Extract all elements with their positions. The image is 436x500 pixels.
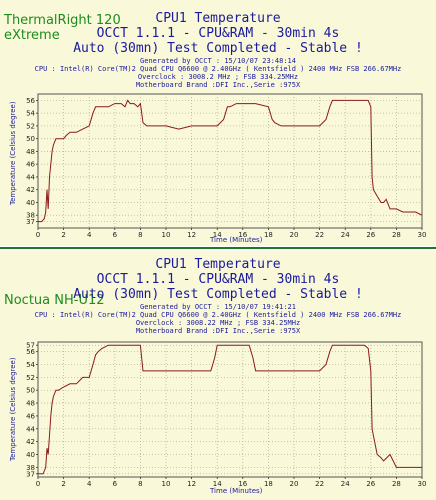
x-tick-label: 18	[264, 480, 273, 488]
cooler-label-line: ThermalRight 120	[4, 13, 121, 28]
meta-cpu: CPU : Intel(R) Core(TM)2 Quad CPU Q6600 …	[34, 311, 402, 319]
x-tick-label: 8	[138, 480, 142, 488]
separator-line	[0, 247, 436, 249]
x-tick-label: 22	[315, 480, 324, 488]
y-tick-label: 44	[26, 173, 35, 181]
chart-title: CPU1 Temperature	[155, 11, 281, 26]
x-tick-label: 12	[187, 480, 196, 488]
chart-svg-1: 0 2 4 6 8 10 12 14 16 18 20 22 24 26 28 303738404244464…	[26, 93, 427, 239]
cooler-label-1: ThermalRight 120 eXtreme	[4, 13, 121, 43]
y-tick-label: 46	[26, 161, 35, 169]
x-tick-label: 2	[61, 480, 65, 488]
x-tick-label: 0	[36, 231, 40, 239]
cooler-label-line: eXtreme	[4, 28, 60, 43]
plot-area	[37, 93, 423, 229]
x-tick-label: 18	[264, 231, 273, 239]
x-tick-label: 30	[418, 480, 427, 488]
meta-motherboard: Motherboard Brand :DFI Inc.,Serie :975X	[135, 327, 301, 335]
plot-area	[37, 341, 423, 478]
meta-overclock: Overclock : 3008.2 MHz ; FSB 334.25MHz	[137, 73, 299, 81]
x-tick-label: 20	[290, 480, 299, 488]
x-tick-label: 28	[392, 231, 401, 239]
y-tick-label: 50	[26, 135, 35, 143]
x-tick-label: 14	[213, 480, 222, 488]
x-tick-label: 26	[366, 231, 375, 239]
x-tick-label: 10	[162, 231, 171, 239]
x-tick-label: 16	[238, 480, 247, 488]
chart-subtitle-line-1: OCCT 1.1.1 - CPU&RAM - 30min 4s	[96, 26, 340, 41]
meta-generated: Generated by OCCT : 15/10/07 23:48:14	[140, 57, 296, 65]
y-tick-label: 52	[26, 374, 35, 382]
x-tick-label: 22	[315, 231, 324, 239]
x-tick-label: 12	[187, 231, 196, 239]
x-axis-label: Time (Minutes)	[210, 487, 263, 495]
y-tick-label: 48	[26, 400, 35, 408]
y-tick-label: 56	[26, 97, 35, 105]
x-tick-label: 24	[341, 231, 350, 239]
series-line	[38, 344, 422, 475]
chart-panel-2: Noctua NH-U12 CPU1 Temperature OCCT 1.1.…	[0, 251, 436, 500]
chart-panel-1: ThermalRight 120 eXtreme CPU1 Temperatur…	[0, 0, 436, 246]
y-tick-label: 37	[26, 218, 35, 226]
x-tick-label: 20	[290, 231, 299, 239]
cooler-label-line: Noctua NH-U12	[4, 293, 105, 308]
x-tick-label: 26	[366, 480, 375, 488]
x-tick-label: 8	[138, 231, 142, 239]
x-tick-label: 6	[113, 480, 118, 488]
x-tick-label: 28	[392, 480, 401, 488]
x-tick-label: 16	[238, 231, 247, 239]
x-tick-label: 2	[61, 231, 65, 239]
meta-generated: Generated by OCCT : 15/10/07 19:41:21	[140, 303, 296, 311]
y-tick-label: 54	[26, 110, 35, 118]
meta-overclock: Overclock : 3008.22 MHz ; FSB 334.25MHz	[135, 319, 301, 327]
y-tick-label: 46	[26, 412, 35, 420]
y-tick-label: 54	[26, 361, 35, 369]
y-tick-label: 37	[26, 470, 35, 478]
x-axis-label: Time (Minutes)	[210, 236, 263, 244]
y-tick-label: 42	[26, 438, 35, 446]
meta-motherboard: Motherboard Brand :DFI Inc.,Serie :975X	[135, 81, 301, 89]
y-tick-label: 44	[26, 425, 35, 433]
x-tick-label: 10	[162, 480, 171, 488]
x-tick-label: 4	[87, 231, 92, 239]
x-tick-label: 24	[341, 480, 350, 488]
chart-subtitle-line-2: Auto (30mn) Test Completed - Stable !	[73, 287, 363, 302]
y-tick-label: 50	[26, 387, 35, 395]
y-tick-label: 52	[26, 122, 35, 130]
chart-subtitle-line-2: Auto (30mn) Test Completed - Stable !	[73, 41, 363, 56]
meta-cpu: CPU : Intel(R) Core(TM)2 Quad CPU Q6600 …	[34, 65, 402, 73]
y-tick-label: 40	[26, 199, 35, 207]
cooler-label-2: Noctua NH-U12	[4, 293, 105, 308]
chart-svg-2: 0 2 4 6 8 10 12 14 16 18 20 22 24 26 28 303738404244464…	[26, 341, 427, 488]
chart-title: CPU1 Temperature	[155, 257, 281, 272]
y-tick-label: 48	[26, 148, 35, 156]
y-tick-label: 38	[26, 212, 35, 220]
y-tick-label: 57	[26, 342, 35, 350]
x-tick-label: 0	[36, 480, 40, 488]
chart-subtitle-line-1: OCCT 1.1.1 - CPU&RAM - 30min 4s	[96, 272, 340, 287]
series-line	[38, 99, 423, 223]
y-tick-label: 42	[26, 186, 35, 194]
y-tick-label: 56	[26, 348, 35, 356]
y-tick-label: 40	[26, 451, 35, 459]
x-tick-label: 14	[213, 231, 222, 239]
x-tick-label: 30	[418, 231, 427, 239]
x-tick-label: 6	[113, 231, 118, 239]
x-tick-label: 4	[87, 480, 92, 488]
y-tick-label: 38	[26, 464, 35, 472]
